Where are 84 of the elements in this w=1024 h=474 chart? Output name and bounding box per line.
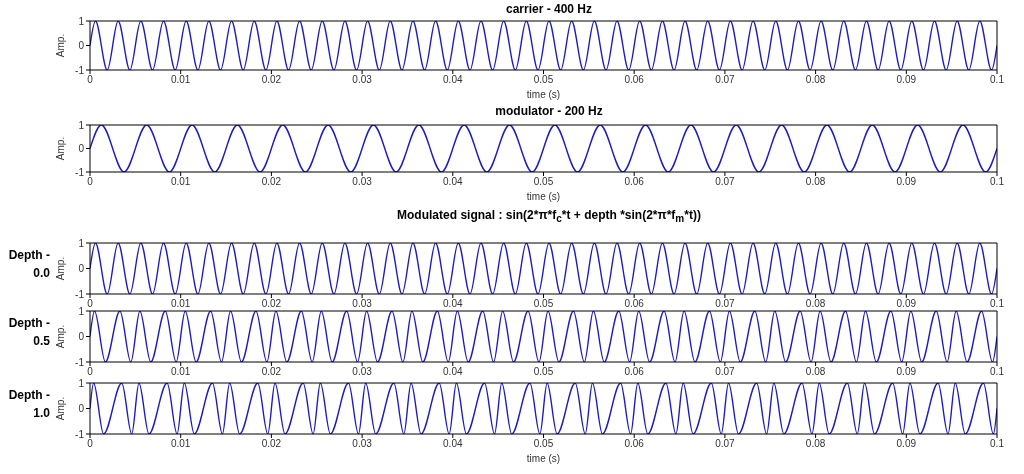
x-tick-label: 0.08 (805, 366, 826, 378)
y-tick-label: -1 (75, 166, 85, 178)
y-tick-label: 0 (78, 40, 85, 52)
x-tick-label: 0 (87, 438, 94, 450)
y-tick-label: -1 (75, 356, 85, 368)
text: Depth - 0.0 (7, 247, 50, 282)
y-tick-label: -1 (75, 64, 85, 76)
x-tick-label: 0 (87, 176, 94, 188)
x-tick-label: 0.06 (624, 438, 645, 450)
x-tick-label: 0.04 (443, 366, 463, 378)
y-axis-title: Amp. (54, 136, 66, 161)
x-tick-label: 0 (87, 366, 94, 378)
x-tick-label: 0.04 (443, 176, 463, 188)
chart-title: modulator - 200 Hz (494, 104, 604, 118)
y-tick-label: 0 (78, 331, 85, 343)
y-tick-label: 1 (78, 119, 85, 131)
x-tick-label: 0.07 (715, 438, 736, 450)
x-tick-label: 0.01 (170, 176, 191, 188)
x-tick-label: 0.1 (990, 298, 1005, 310)
x-tick-label: 0.05 (533, 298, 554, 310)
x-tick-label: 0.04 (443, 298, 463, 310)
x-tick-label: 0.05 (533, 438, 554, 450)
x-tick-label: 0.03 (352, 298, 373, 310)
x-tick-label: 0.08 (805, 298, 826, 310)
y-axis-title: Amp. (54, 33, 66, 58)
x-tick-label: 0.02 (261, 438, 282, 450)
x-tick-label: 0.07 (715, 366, 736, 378)
x-tick-label: 0.1 (990, 74, 1005, 86)
x-tick-label: 0.09 (896, 366, 917, 378)
x-tick-label: 0.04 (443, 438, 463, 450)
y-tick-label: 1 (78, 15, 85, 27)
x-tick-label: 0.05 (533, 366, 554, 378)
x-tick-label: 0.01 (170, 366, 191, 378)
x-tick-label: 0.09 (896, 74, 917, 86)
y-tick-label: 1 (78, 237, 85, 249)
x-tick-label: 0.02 (261, 176, 282, 188)
x-tick-label: 0.09 (896, 176, 917, 188)
x-tick-label: 0 (87, 298, 94, 310)
y-tick-label: 1 (78, 305, 85, 317)
x-tick-label: 0.09 (896, 438, 917, 450)
x-tick-label: 0.07 (715, 74, 736, 86)
y-axis-title: Amp. (54, 396, 66, 421)
x-tick-label: 0.06 (624, 366, 645, 378)
x-tick-label: 0.08 (805, 74, 826, 86)
y-axis-title: Amp. (54, 324, 66, 349)
y-axis-title: Amp. (54, 256, 66, 281)
x-tick-label: 0.06 (624, 74, 645, 86)
text: Depth - 1.0 (7, 387, 50, 422)
x-tick-label: 0.03 (352, 366, 373, 378)
x-tick-label: 0 (87, 74, 94, 86)
y-tick-label: 0 (78, 403, 85, 415)
y-tick-label: 0 (78, 143, 85, 155)
x-axis-title: time (s) (526, 191, 561, 202)
x-tick-label: 0.1 (990, 438, 1005, 450)
x-tick-label: 0.03 (352, 74, 373, 86)
x-tick-label: 0.05 (533, 176, 554, 188)
x-tick-label: 0.06 (624, 176, 645, 188)
x-axis-title: time (s) (526, 453, 561, 464)
x-tick-label: 0.03 (352, 438, 373, 450)
x-tick-label: 0.09 (896, 298, 917, 310)
x-tick-label: 0.02 (261, 366, 282, 378)
x-axis-title: time (s) (526, 89, 561, 100)
text: Depth - 0.5 (7, 315, 50, 350)
x-tick-label: 0.02 (261, 74, 282, 86)
x-tick-label: 0.1 (990, 366, 1005, 378)
x-tick-label: 0.04 (443, 74, 463, 86)
x-tick-label: 0.06 (624, 298, 645, 310)
x-tick-label: 0.07 (715, 176, 736, 188)
y-tick-label: 0 (78, 263, 85, 275)
x-tick-label: 0.01 (170, 298, 191, 310)
x-tick-label: 0.1 (990, 176, 1005, 188)
y-tick-label: 1 (78, 377, 85, 389)
x-tick-label: 0.08 (805, 176, 826, 188)
x-tick-label: 0.08 (805, 438, 826, 450)
x-tick-label: 0.07 (715, 298, 736, 310)
chart-title: carrier - 400 Hz (504, 2, 594, 16)
x-tick-label: 0.05 (533, 74, 554, 86)
y-tick-label: -1 (75, 288, 85, 300)
x-tick-label: 0.02 (261, 298, 282, 310)
y-tick-label: -1 (75, 428, 85, 440)
x-tick-label: 0.01 (170, 438, 191, 450)
x-tick-label: 0.01 (170, 74, 191, 86)
x-tick-label: 0.03 (352, 176, 373, 188)
chart-title: Modulated signal : sin(2*π*f$_{c}$*t + depth *sin(2*π*f$_{m}$*t)) (396, 208, 702, 225)
